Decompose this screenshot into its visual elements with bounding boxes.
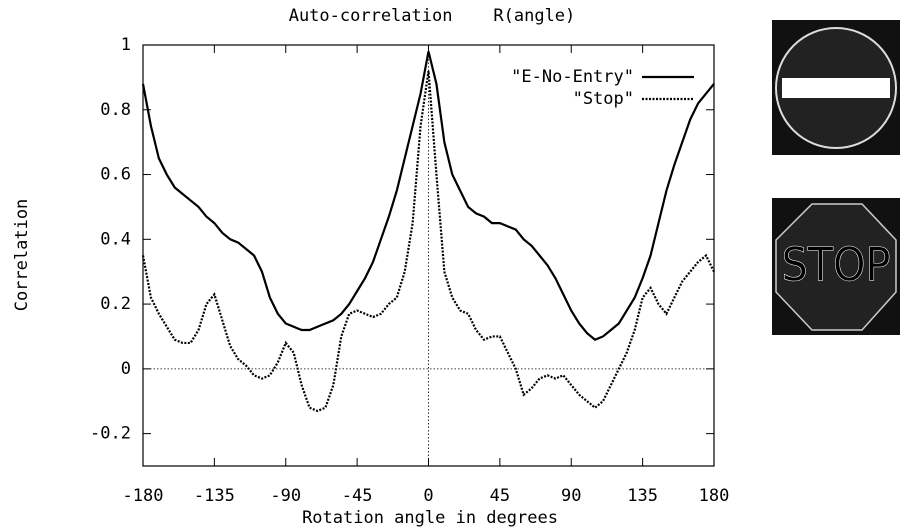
x-axis-label: Rotation angle in degrees <box>302 508 558 528</box>
x-tick-label: 180 <box>699 486 730 506</box>
x-tick-label: 135 <box>627 486 658 506</box>
y-tick-label: 0.2 <box>100 294 131 314</box>
y-tick-label: 0 <box>121 359 131 379</box>
y-axis-label: Correlation <box>12 199 32 312</box>
no-entry-sign <box>772 20 900 155</box>
x-tick-label: 90 <box>561 486 581 506</box>
data-line <box>141 70 715 413</box>
x-tick-label: -135 <box>194 486 235 506</box>
x-tick-label: -90 <box>270 486 301 506</box>
stop-sign: STOP <box>772 198 900 335</box>
chart-title: Auto-correlation R(angle) <box>289 6 576 26</box>
y-tick-label: 1 <box>121 35 131 55</box>
y-tick-label: 0.6 <box>100 165 131 185</box>
legend-label: "Stop" <box>573 89 634 109</box>
x-tick-label: -180 <box>123 486 164 506</box>
stop-sign-text: STOP <box>781 238 890 292</box>
legend-label: "E-No-Entry" <box>511 67 634 87</box>
x-tick-label: -45 <box>342 486 373 506</box>
data-line <box>141 51 715 341</box>
y-tick-label: -0.2 <box>90 424 131 444</box>
y-tick-label: 0.8 <box>100 100 131 120</box>
x-tick-label: 45 <box>490 486 510 506</box>
y-tick-label: 0.4 <box>100 229 131 249</box>
x-tick-label: 0 <box>423 486 433 506</box>
